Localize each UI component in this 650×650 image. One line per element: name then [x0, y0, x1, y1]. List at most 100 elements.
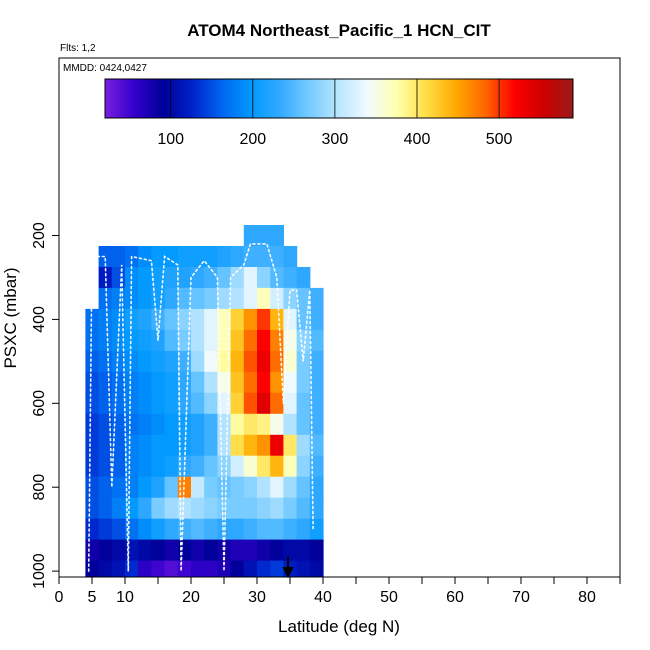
x-tick-label: 60: [446, 589, 464, 606]
heatmap-cell: [204, 350, 218, 373]
heatmap-cell: [270, 476, 284, 499]
heatmap-cell: [296, 287, 311, 310]
heatmap-cell: [243, 308, 258, 331]
heatmap-cell: [164, 497, 179, 520]
heatmap-cell: [111, 246, 126, 268]
heatmap-cell: [138, 371, 152, 394]
dates-annotation: MMDD: 0424,0427: [63, 63, 147, 74]
heatmap-cell: [283, 371, 298, 394]
heatmap-cell: [164, 246, 179, 268]
heatmap-cell: [98, 246, 113, 268]
heatmap-cell: [151, 413, 166, 436]
heatmap-cell: [230, 455, 245, 478]
heatmap-cell: [125, 434, 139, 457]
heatmap-cell: [204, 476, 218, 499]
flight-track-line: [87, 243, 314, 572]
colorbar-tick-label: 500: [486, 131, 513, 148]
heatmap-cell: [204, 329, 218, 352]
heatmap-cell: [204, 455, 218, 478]
heatmap-cell: [177, 413, 192, 436]
heatmap-cell: [177, 350, 192, 373]
heatmap-cell: [138, 539, 152, 562]
heatmap-cell: [270, 497, 284, 520]
heatmap-cell: [111, 560, 126, 577]
heatmap-cell: [98, 560, 113, 577]
heatmap-cell: [191, 539, 205, 562]
heatmap-cell: [204, 539, 218, 562]
heatmap-cell: [138, 497, 152, 520]
heatmap-cell: [111, 455, 126, 478]
heatmap-cell: [296, 329, 311, 352]
heatmap-cell: [164, 434, 179, 457]
heatmap-cell: [243, 371, 258, 394]
heatmap-cell: [243, 287, 258, 310]
heatmap-cell: [177, 329, 192, 352]
heatmap-cell: [257, 560, 271, 577]
arrow-marker: [282, 557, 294, 579]
heatmap-cell: [217, 497, 232, 520]
heatmap-cell: [125, 560, 139, 577]
heatmap-cell: [151, 476, 166, 499]
heatmap-cell: [296, 392, 311, 415]
heatmap-cell: [98, 350, 113, 373]
heatmap-cell: [243, 329, 258, 352]
heatmap-cell: [204, 287, 218, 310]
heatmap-cell: [85, 308, 100, 331]
heatmap-cell: [217, 308, 232, 331]
heatmap-cell: [98, 413, 113, 436]
heatmap-cell: [111, 539, 126, 562]
heatmap-cell: [191, 518, 205, 541]
heatmap-cell: [177, 392, 192, 415]
heatmap-cell: [283, 476, 298, 499]
heatmap-cell: [85, 455, 100, 478]
heatmap-cell: [204, 518, 218, 541]
heatmap-cell: [243, 560, 258, 577]
heatmap-cell: [151, 539, 166, 562]
heatmap-cell: [257, 329, 271, 352]
x-tick-label: 70: [512, 589, 530, 606]
heatmap-cell: [138, 455, 152, 478]
heatmap-cell: [296, 539, 311, 562]
heatmap-cell: [111, 287, 126, 310]
heatmap-cell: [204, 497, 218, 520]
colorbar-tick-label: 400: [404, 131, 431, 148]
heatmap-cell: [230, 560, 245, 577]
heatmap-cell: [257, 476, 271, 499]
heatmap-cell: [309, 560, 324, 577]
heatmap-cell: [85, 329, 100, 352]
heatmap-cell: [270, 539, 284, 562]
heatmap-cell: [164, 392, 179, 415]
heatmap-cell: [191, 413, 205, 436]
heatmap-cell: [85, 518, 100, 541]
heatmap-cell: [217, 455, 232, 478]
heatmap-cell: [98, 371, 113, 394]
x-tick-label: 30: [248, 589, 266, 606]
heatmap-cell: [151, 560, 166, 577]
heatmap-cell: [257, 413, 271, 436]
heatmap-cell: [270, 371, 284, 394]
heatmap-cell: [138, 413, 152, 436]
heatmap-cell: [151, 350, 166, 373]
y-axis: 200 400 600 800 1000: [31, 222, 59, 589]
heatmap-cell: [257, 539, 271, 562]
heatmap-cell: [270, 225, 284, 247]
heatmap-cell: [230, 518, 245, 541]
colorbar-gradient: [104, 78, 574, 119]
heatmap-cell: [243, 434, 258, 457]
heatmap-cell: [243, 350, 258, 373]
heatmap-cell: [151, 434, 166, 457]
heatmap-cell: [243, 476, 258, 499]
heatmap-cell: [283, 392, 298, 415]
heatmap-cell: [177, 560, 192, 577]
heatmap-cell: [151, 455, 166, 478]
x-tick-label: 40: [314, 589, 332, 606]
y-tick-label: 800: [31, 474, 48, 501]
heatmap-cell: [138, 287, 152, 310]
heatmap-cell: [243, 225, 258, 247]
heatmap-cell: [177, 246, 192, 268]
x-axis: 0 5 10 20 30 40 50 60 70 80: [55, 577, 621, 606]
heatmap-cell: [243, 455, 258, 478]
heatmap-cell: [138, 518, 152, 541]
heatmap-cell: [98, 539, 113, 562]
heatmap-cell: [217, 413, 232, 436]
